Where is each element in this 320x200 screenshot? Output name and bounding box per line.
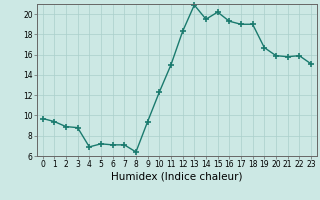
X-axis label: Humidex (Indice chaleur): Humidex (Indice chaleur) xyxy=(111,172,243,182)
